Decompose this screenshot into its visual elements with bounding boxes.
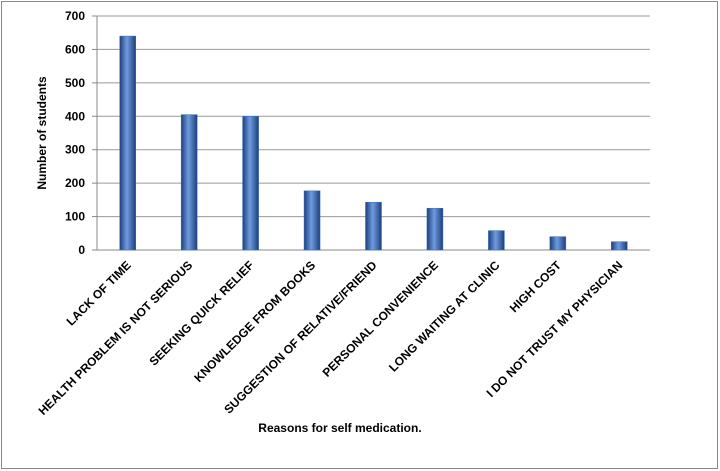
bar	[611, 241, 628, 251]
bar	[303, 190, 321, 251]
y-axis-title: Number of students	[35, 76, 49, 190]
x-axis-title: Reasons for self medication.	[258, 421, 421, 435]
bar	[242, 116, 259, 251]
y-tick-label: 300	[65, 143, 85, 157]
bar	[488, 230, 505, 251]
y-tick-label: 0	[78, 243, 85, 257]
y-tick-label: 400	[65, 109, 85, 123]
bar	[426, 207, 444, 251]
bar	[549, 236, 567, 251]
bar	[119, 35, 136, 251]
bar	[180, 114, 198, 251]
y-tick-label: 600	[65, 42, 85, 56]
y-tick-label: 100	[65, 210, 85, 224]
y-tick-label: 700	[65, 9, 85, 23]
y-tick-label: 500	[65, 76, 85, 90]
bar	[365, 201, 382, 251]
y-tick-label: 200	[65, 176, 85, 190]
